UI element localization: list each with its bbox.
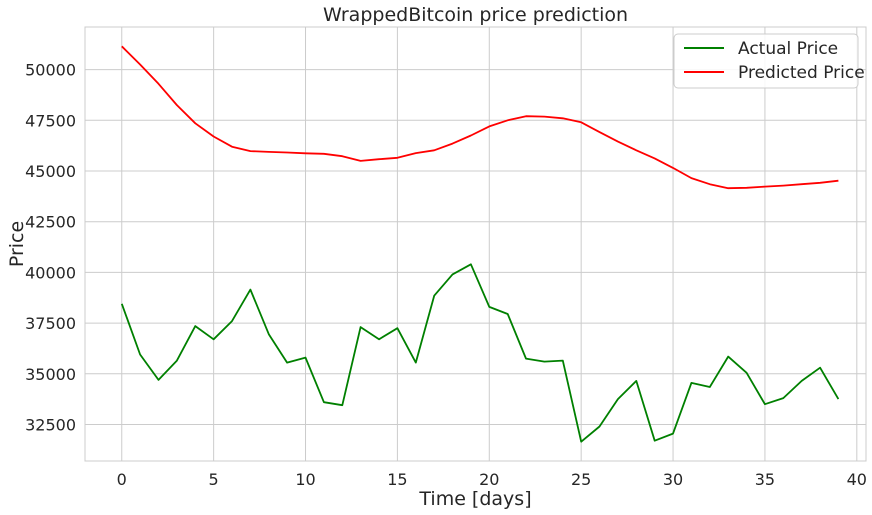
legend-label-predicted-price: Predicted Price bbox=[738, 63, 865, 83]
x-tick-label: 20 bbox=[479, 470, 499, 489]
grid bbox=[85, 27, 866, 461]
y-tick-label: 35000 bbox=[25, 365, 76, 384]
y-tick-label: 40000 bbox=[25, 263, 76, 282]
x-tick-label: 5 bbox=[209, 470, 219, 489]
series-lines bbox=[120, 45, 840, 443]
y-tick-label: 45000 bbox=[25, 162, 76, 181]
series-line-0 bbox=[120, 263, 840, 443]
chart-title: WrappedBitcoin price prediction bbox=[323, 4, 628, 26]
x-axis-label: Time [days] bbox=[418, 488, 531, 510]
x-tick-label: 0 bbox=[117, 470, 127, 489]
x-axis-ticks: 0 5 10 15 20 25 30 35 40 bbox=[117, 470, 867, 489]
x-tick-label: 35 bbox=[755, 470, 775, 489]
plot-area bbox=[84, 26, 867, 462]
x-tick-label: 25 bbox=[571, 470, 591, 489]
y-tick-label: 47500 bbox=[25, 111, 76, 130]
y-axis-ticks: 32500 35000 37500 40000 42500 45000 47500 50000 bbox=[25, 61, 76, 435]
x-tick-label: 40 bbox=[847, 470, 867, 489]
x-tick-label: 30 bbox=[663, 470, 683, 489]
series-line-1 bbox=[121, 45, 839, 190]
y-tick-label: 50000 bbox=[25, 61, 76, 80]
y-tick-label: 32500 bbox=[25, 415, 76, 434]
y-tick-label: 42500 bbox=[25, 213, 76, 232]
x-tick-label: 15 bbox=[387, 470, 407, 489]
legend-label-actual-price: Actual Price bbox=[738, 39, 838, 59]
y-tick-label: 37500 bbox=[25, 314, 76, 333]
x-tick-label: 10 bbox=[295, 470, 315, 489]
y-axis-label: Price bbox=[6, 221, 28, 267]
legend: Actual Price Predicted Price bbox=[673, 33, 865, 89]
